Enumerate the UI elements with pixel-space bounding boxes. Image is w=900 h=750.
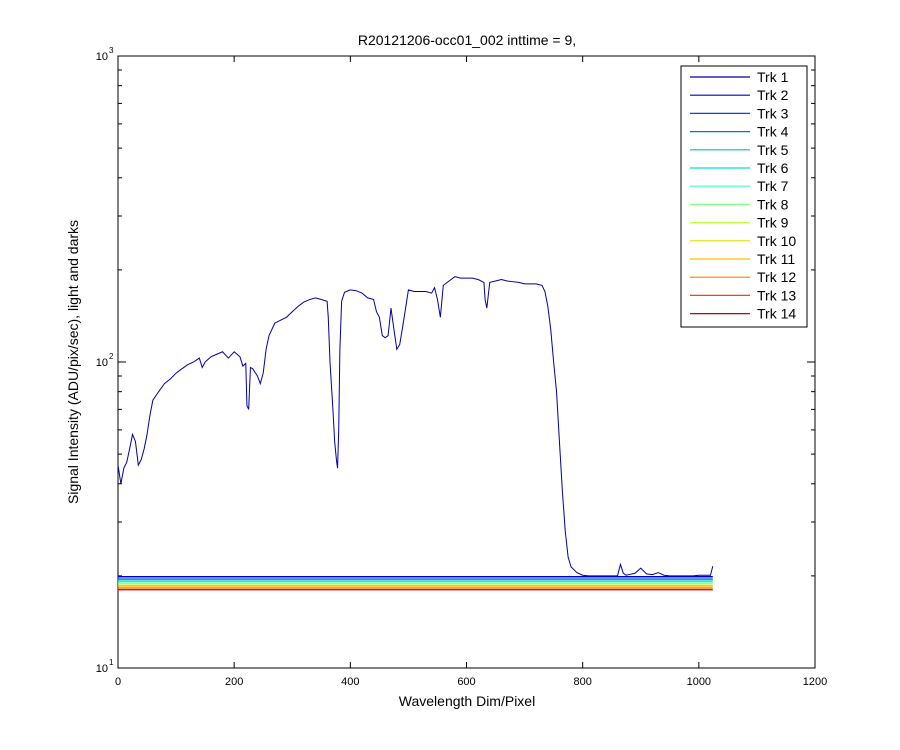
x-tick-label: 0 <box>115 676 121 688</box>
y-axis-label: Signal Intensity (ADU/pix/sec), light an… <box>65 220 81 504</box>
x-tick-label: 200 <box>225 676 243 688</box>
legend-label: Trk 3 <box>757 105 789 121</box>
x-tick-label: 1200 <box>803 676 827 688</box>
legend-box <box>680 65 808 328</box>
legend-label: Trk 4 <box>757 124 789 140</box>
x-tick-label: 600 <box>457 676 475 688</box>
legend-label: Trk 14 <box>757 306 796 322</box>
y-tick-label-base: 10 <box>96 357 108 369</box>
x-tick-label: 800 <box>573 676 591 688</box>
legend-label: Trk 8 <box>757 196 789 212</box>
legend-label: Trk 7 <box>757 178 789 194</box>
series-line-trk-1 <box>117 276 714 577</box>
legend-label: Trk 1 <box>757 69 789 85</box>
y-tick-label-exponent: 3 <box>109 46 114 55</box>
x-axis-ticks: 0 200 400 600 800 1000 1200 <box>115 56 827 688</box>
y-tick-label-exponent: 2 <box>109 352 114 361</box>
y-tick-label-exponent: 1 <box>109 658 114 667</box>
legend-label: Trk 9 <box>757 215 789 231</box>
legend-label: Trk 6 <box>757 160 789 176</box>
x-tick-label: 1000 <box>687 676 711 688</box>
y-tick-label-base: 10 <box>96 663 108 675</box>
legend-label: Trk 12 <box>757 269 796 285</box>
x-tick-label: 400 <box>341 676 359 688</box>
legend-label: Trk 11 <box>757 251 795 267</box>
x-axis-label: Wavelength Dim/Pixel <box>399 693 535 709</box>
chart-title: R20121206-occ01_002 inttime = 9, <box>358 32 576 48</box>
series-layer <box>117 276 714 591</box>
legend: Trk 1 Trk 2 Trk 3 Trk 4 Trk 5 Trk 6 Trk 7 Trk 8… <box>680 65 808 328</box>
legend-label: Trk 2 <box>757 87 789 103</box>
y-tick-label-base: 10 <box>96 51 108 63</box>
legend-label: Trk 5 <box>757 142 789 158</box>
legend-label: Trk 13 <box>757 287 796 303</box>
legend-label: Trk 10 <box>757 233 796 249</box>
